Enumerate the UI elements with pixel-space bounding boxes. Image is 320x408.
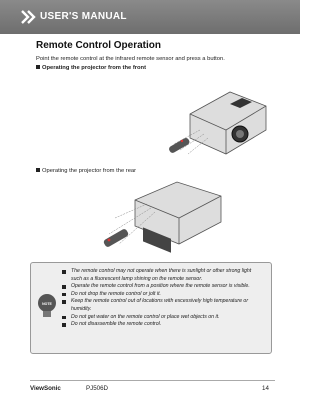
item-label: Operating the projector from the front: [42, 65, 147, 71]
note-item: Do not drop the remote control or jolt i…: [62, 291, 262, 299]
header-icon: [21, 10, 36, 24]
header-bar: [0, 0, 300, 34]
note-item: Keep the remote control out of locations…: [62, 298, 262, 313]
intro-text: Point the remote control at the infrared…: [36, 56, 225, 62]
note-text: Operate the remote control from a positi…: [71, 283, 250, 290]
bullet: [62, 270, 66, 274]
item: Operating the projector from the front: [36, 65, 146, 71]
footer-rule: [30, 380, 275, 381]
note-text: Do not drop the remote control or jolt i…: [71, 290, 161, 297]
item-label: Operating the projector from the rear: [42, 168, 137, 174]
note-item: The remote control may not operate when …: [62, 268, 262, 283]
header-title: USER'S MANUAL: [40, 11, 127, 22]
note-item: Do not get water on the remote control o…: [62, 314, 262, 322]
bullet: [62, 315, 66, 320]
note-icon: [38, 294, 56, 317]
footer-page: 14: [262, 385, 269, 392]
note-text: Do not disassemble the remote control.: [71, 321, 162, 328]
note-box: [30, 262, 272, 354]
section-title: Remote Control Operation: [36, 40, 162, 51]
note-text: Keep the remote control out of locations…: [71, 298, 249, 312]
page: {"header":{"title":"USER'S MANUAL"}, "se…: [0, 0, 300, 392]
note-item: Do not disassemble the remote control.: [62, 321, 262, 329]
note-item: Operate the remote control from a positi…: [62, 283, 262, 291]
note-icon-label: NOTE: [42, 302, 52, 306]
bullet: [62, 292, 66, 297]
bullet: [62, 323, 66, 327]
note-text: The remote control may not operate when …: [71, 268, 252, 282]
bullet: [62, 285, 66, 289]
footer-model: PJ506D: [86, 385, 109, 392]
rear-illustration: [103, 181, 222, 253]
note-list: The remote control may not operate when …: [62, 268, 262, 329]
bullet: [62, 300, 66, 304]
item: Operating the projector from the rear: [36, 168, 136, 174]
front-illustration: [169, 91, 267, 155]
footer-brand: ViewSonic: [30, 385, 61, 392]
note-text: Do not get water on the remote control o…: [71, 313, 220, 320]
